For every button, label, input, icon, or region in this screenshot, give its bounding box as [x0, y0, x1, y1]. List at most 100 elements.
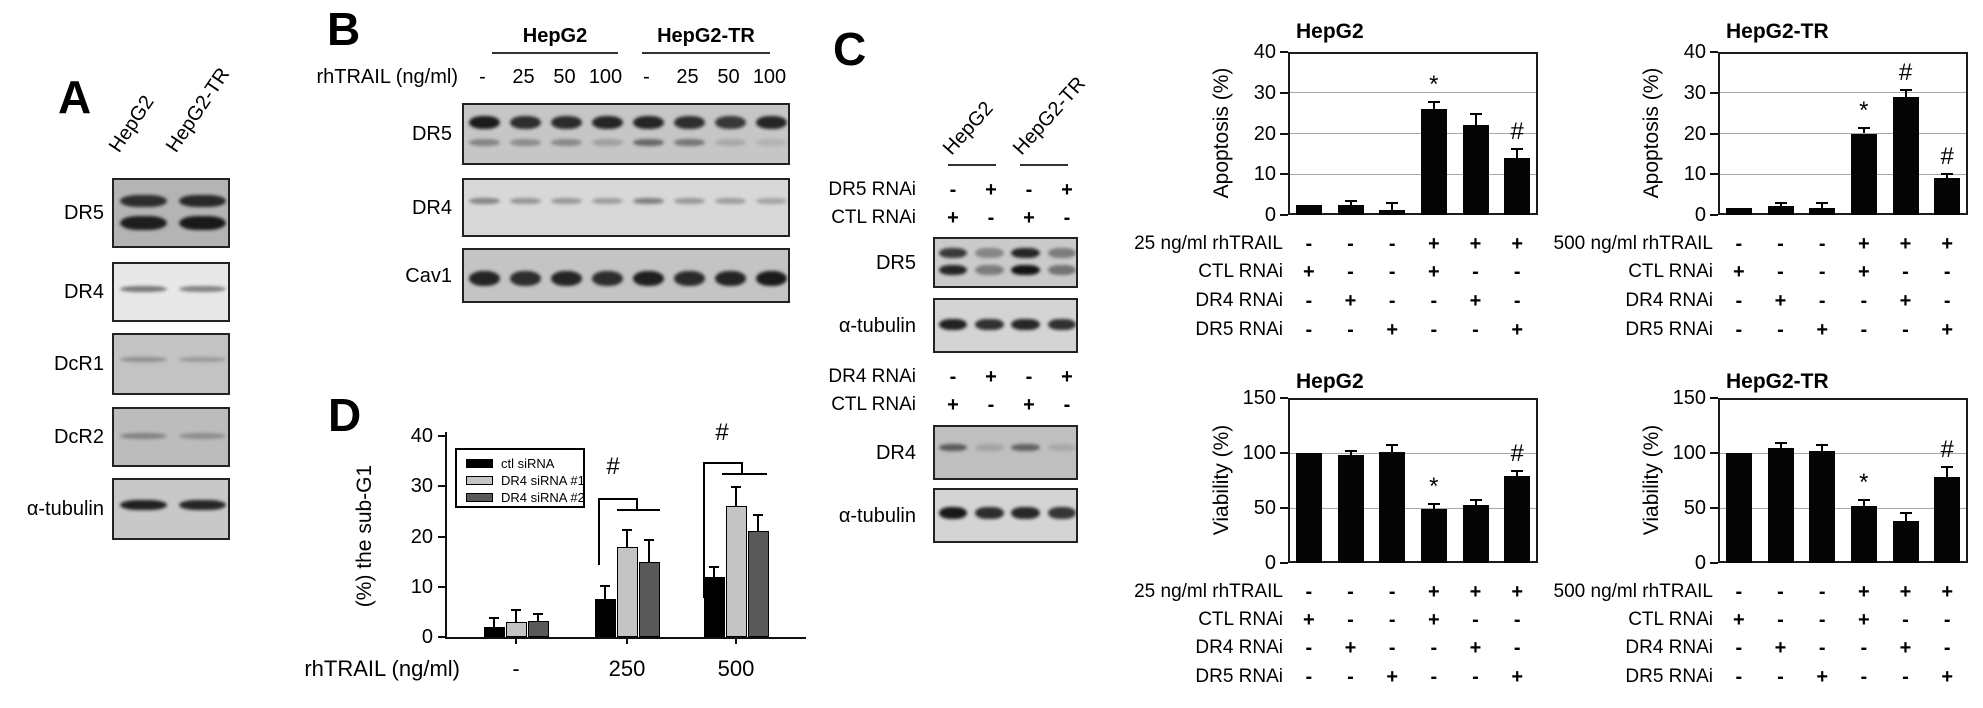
viability-hepg2-bar-3 [1420, 509, 1447, 563]
apoptosis-hepg2-tr-bar-4 [1892, 96, 1919, 215]
apoptosis-hepg2-cond-2-val-3: - [1430, 290, 1438, 312]
apoptosis-hepg2-tr-significance-3: * [1859, 97, 1869, 125]
viability-hepg2-bar-2 [1379, 451, 1406, 563]
apoptosis-hepg2-cond-2-val-5: - [1513, 290, 1521, 312]
apoptosis-hepg2-cond-3-val-3: - [1430, 319, 1438, 341]
blot-band [632, 116, 665, 129]
apoptosis-hepg2-tr-error-cap-1 [1774, 201, 1787, 204]
blot-band [632, 271, 665, 286]
blot-band [468, 197, 501, 205]
viability-hepg2-cond-0-val-2: - [1388, 581, 1396, 603]
apoptosis-hepg2-tr-cond-1-val-4: - [1902, 261, 1909, 283]
apoptosis-hepg2-tr-y-tick-20 [1710, 132, 1718, 135]
sub-g1-bracket-0-line-1 [598, 498, 600, 565]
apoptosis-hepg2-y-tick-10 [1280, 173, 1288, 176]
panel-c-b0-cond-1-val-0: + [947, 207, 959, 229]
apoptosis-hepg2-tr-cond-0-val-3: + [1857, 233, 1870, 255]
blot-band [755, 138, 788, 146]
blot-band [673, 271, 706, 286]
apoptosis-hepg2-cond-3-val-4: - [1472, 319, 1479, 341]
blot-band [550, 116, 583, 129]
viability-hepg2-cond-1-val-1: - [1347, 609, 1354, 631]
apoptosis-hepg2-error-cap-3 [1427, 100, 1440, 103]
blot-band [1011, 319, 1040, 331]
apoptosis-hepg2-tr-y-tick-label-0: 0 [1694, 204, 1706, 226]
viability-hepg2-tr-bar-1 [1767, 447, 1794, 563]
apoptosis-hepg2-tr-cond-0-val-1: - [1777, 233, 1784, 255]
apoptosis-hepg2-tr-cond-2-val-2: - [1818, 290, 1826, 312]
apoptosis-hepg2-tr-gridline-10 [1720, 173, 1966, 175]
blot-band [120, 286, 167, 293]
apoptosis-hepg2-tr-cond-3-label: DR5 RNAi [1625, 319, 1713, 340]
viability-hepg2-cond-0-val-5: + [1511, 581, 1523, 603]
blot-band [755, 271, 788, 286]
blot-band [179, 499, 226, 511]
panel-b-label: B [327, 3, 361, 55]
apoptosis-hepg2-tr-plot-area [1718, 52, 1968, 215]
apoptosis-hepg2-cond-2-val-1: + [1344, 290, 1357, 312]
sub-g1-error-cap-2-0 [533, 613, 543, 616]
viability-hepg2-tr-bar-3 [1850, 505, 1877, 563]
blot-band [179, 286, 226, 293]
apoptosis-hepg2-plot-area [1288, 52, 1538, 215]
blot-band [509, 138, 542, 146]
viability-hepg2-tr-cond-3-label: DR5 RNAi [1625, 666, 1713, 687]
panel-a-α-tubulin-blot [112, 478, 230, 540]
panel-c-b0-cond-0-label: DR5 RNAi [828, 179, 916, 200]
blot-band [755, 116, 788, 129]
panel-c-b0-cond-1-val-3: - [1063, 207, 1071, 229]
viability-hepg2-tr-cond-0-val-2: - [1818, 581, 1826, 603]
apoptosis-hepg2-tr-gridline-30 [1720, 92, 1966, 94]
apoptosis-hepg2-cond-2-val-4: + [1469, 290, 1482, 312]
sub-g1-bracket-0-line-0 [598, 498, 638, 500]
sub-g1-y-tick-label-20: 20 [410, 525, 433, 548]
panel-a-DR4-row-label: DR4 [63, 281, 104, 303]
viability-hepg2-tr-error-cap-1 [1774, 442, 1787, 444]
apoptosis-hepg2-cond-1-val-5: - [1513, 261, 1521, 283]
apoptosis-hepg2-tr-cond-0-val-0: - [1735, 233, 1743, 255]
viability-hepg2-error-bar-3 [1432, 502, 1435, 510]
panel-c-b1-cond-1-val-0: + [947, 394, 959, 416]
legend-label-2: DR4 siRNA #2 [501, 490, 585, 505]
sub-g1-bracket-1-line-1 [703, 462, 705, 598]
apoptosis-hepg2-cond-1-val-1: - [1347, 261, 1354, 283]
blot-band [1047, 507, 1076, 520]
apoptosis-hepg2-tr-cond-2-val-5: - [1943, 290, 1951, 312]
sub-g1-error-cap-2-1 [644, 539, 654, 541]
panel-b-dose-0: - [479, 66, 486, 88]
viability-hepg2-cond-2-val-3: - [1430, 637, 1438, 659]
blot-band [975, 248, 1004, 259]
viability-hepg2-tr-cond-1-val-5: - [1943, 609, 1951, 631]
apoptosis-hepg2-bar-3 [1420, 109, 1447, 215]
blot-band [120, 216, 167, 231]
viability-hepg2-tr-cond-3-val-3: - [1860, 666, 1868, 688]
apoptosis-hepg2-error-cap-4 [1469, 113, 1482, 116]
viability-hepg2-tr-cond-3-val-0: - [1735, 666, 1743, 688]
sub-g1-y-tick-20 [438, 535, 445, 538]
viability-hepg2-gridline-50 [1290, 507, 1536, 509]
apoptosis-hepg2-cond-3-val-2: + [1386, 319, 1398, 341]
apoptosis-hepg2-tr-cond-1-val-2: - [1818, 261, 1826, 283]
blot-band [509, 271, 542, 286]
viability-hepg2-significance-3: * [1429, 472, 1439, 500]
apoptosis-hepg2-y-tick-label-40: 40 [1253, 41, 1276, 63]
blot-band [1011, 264, 1040, 275]
sub-g1-error-cap-1-2 [731, 486, 741, 489]
panel-c-b1-α-tubulin-row-label: α-tubulin [838, 504, 916, 527]
panel-c-label: C [833, 23, 867, 75]
panel-c-b1-cond-0-val-2: - [1025, 366, 1033, 388]
apoptosis-hepg2-tr-error-bar-4 [1904, 88, 1907, 97]
viability-hepg2-tr-y-tick-label-100: 100 [1672, 442, 1706, 464]
blot-band [550, 197, 583, 205]
panel-c-b0-DR5-row-label: DR5 [875, 251, 916, 274]
apoptosis-hepg2-bar-2 [1379, 210, 1406, 215]
sub-g1-bar-ctl siRNA-2 [703, 576, 725, 637]
viability-hepg2-cond-2-val-4: + [1469, 637, 1482, 659]
viability-hepg2-tr-error-cap-4 [1899, 512, 1912, 515]
blot-band [714, 138, 747, 146]
panel-b-group-hepg2-tr: HepG2-TR [657, 25, 755, 47]
viability-hepg2-tr-y-tick-0 [1710, 562, 1718, 564]
blot-band [120, 357, 167, 363]
apoptosis-hepg2-cond-3-label: DR5 RNAi [1195, 319, 1283, 340]
panel-c-b0-cond-1-label: CTL RNAi [831, 207, 916, 228]
